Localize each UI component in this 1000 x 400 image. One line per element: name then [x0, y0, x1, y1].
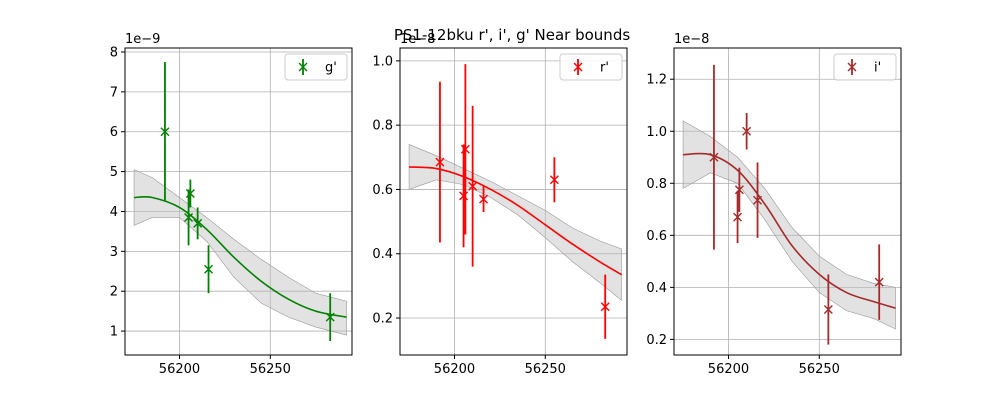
y-tick-label-3: 0.8	[372, 119, 393, 134]
legend-marker-swatch	[573, 62, 583, 72]
data-point-5	[325, 312, 335, 322]
y-tick-label-1: 0.4	[372, 247, 393, 262]
x-tick-label-0: 56200	[708, 362, 749, 377]
fit-curve	[683, 152, 896, 309]
data-point-0	[435, 157, 445, 167]
axes-frame	[673, 47, 902, 356]
legend-marker-swatch	[847, 62, 857, 72]
subplot-3: 56200 56250 0.2 0.4 0.6 0.8 1.0 1.2 1e−8 i'	[646, 32, 902, 377]
x-tick-label-1: 56250	[250, 362, 291, 377]
y-tick-label-4: 5	[110, 165, 118, 180]
data-point-2	[460, 144, 470, 154]
confidence-band	[682, 120, 896, 330]
legend-label: i'	[874, 61, 881, 76]
y-tick-label-6: 7	[110, 85, 118, 100]
y-tick-label-2: 0.6	[372, 183, 393, 198]
x-tick-label-1: 56250	[799, 362, 840, 377]
axes-frame	[124, 47, 353, 356]
fit-curve	[134, 195, 347, 318]
data-point-3	[468, 181, 478, 191]
data-point-6	[600, 302, 610, 312]
y-tick-label-5: 1.2	[646, 73, 667, 88]
legend: i'	[833, 53, 897, 81]
data-point-2	[185, 189, 195, 199]
y-tick-label-3: 4	[110, 205, 118, 220]
subplot-1: 56200 56250 1 2 3 4 5 6 7 8 1e−9 g'	[110, 32, 353, 377]
offset-label: 1e−9	[125, 32, 160, 47]
y-tick-label-4: 1.0	[372, 54, 393, 69]
data-point-1	[733, 212, 743, 222]
legend: g'	[284, 53, 348, 81]
data-point-3	[742, 126, 752, 136]
subplots-container: 56200 56250 1 2 3 4 5 6 7 8 1e−9 g' 56200 56250 0.2 0.4…	[110, 32, 902, 377]
y-tick-label-2: 0.6	[646, 229, 667, 244]
data-point-4	[753, 195, 763, 205]
x-tick-label-1: 56250	[525, 362, 566, 377]
y-tick-label-0: 0.2	[646, 333, 667, 348]
data-point-4	[204, 264, 214, 274]
y-tick-label-0: 0.2	[372, 312, 393, 327]
legend-box	[833, 53, 897, 81]
data-point-1	[184, 212, 194, 222]
data-point-3	[193, 218, 203, 228]
legend-label: g'	[325, 61, 337, 76]
fit-curve	[409, 166, 622, 276]
legend-label: r'	[600, 61, 609, 76]
y-tick-label-5: 6	[110, 125, 118, 140]
subplot-2: 56200 56250 0.2 0.4 0.6 0.8 1.0 1e−8 r'	[372, 32, 628, 377]
offset-label: 1e−8	[674, 32, 709, 47]
y-tick-label-2: 3	[110, 245, 118, 260]
y-tick-label-3: 0.8	[646, 177, 667, 192]
confidence-band	[408, 143, 622, 301]
y-tick-label-1: 0.4	[646, 281, 667, 296]
data-point-6	[874, 277, 884, 287]
confidence-band	[133, 169, 347, 336]
axes-frame	[399, 47, 628, 356]
legend-box	[284, 53, 348, 81]
legend: r'	[559, 53, 623, 81]
y-tick-label-7: 8	[110, 45, 118, 60]
data-point-5	[549, 175, 559, 185]
y-tick-label-0: 1	[110, 325, 118, 340]
x-tick-label-0: 56200	[159, 362, 200, 377]
data-point-0	[160, 127, 170, 137]
legend-box	[559, 53, 623, 81]
data-point-5	[823, 304, 833, 314]
x-tick-label-0: 56200	[434, 362, 475, 377]
data-point-0	[709, 152, 719, 162]
offset-label: 1e−8	[400, 32, 435, 47]
figure-title: PS1-12bku r', i', g' Near bounds	[394, 26, 631, 44]
y-tick-label-1: 2	[110, 285, 118, 300]
legend-marker-swatch	[298, 62, 308, 72]
data-point-2	[734, 185, 744, 195]
data-point-4	[479, 194, 489, 204]
y-tick-label-4: 1.0	[646, 125, 667, 140]
